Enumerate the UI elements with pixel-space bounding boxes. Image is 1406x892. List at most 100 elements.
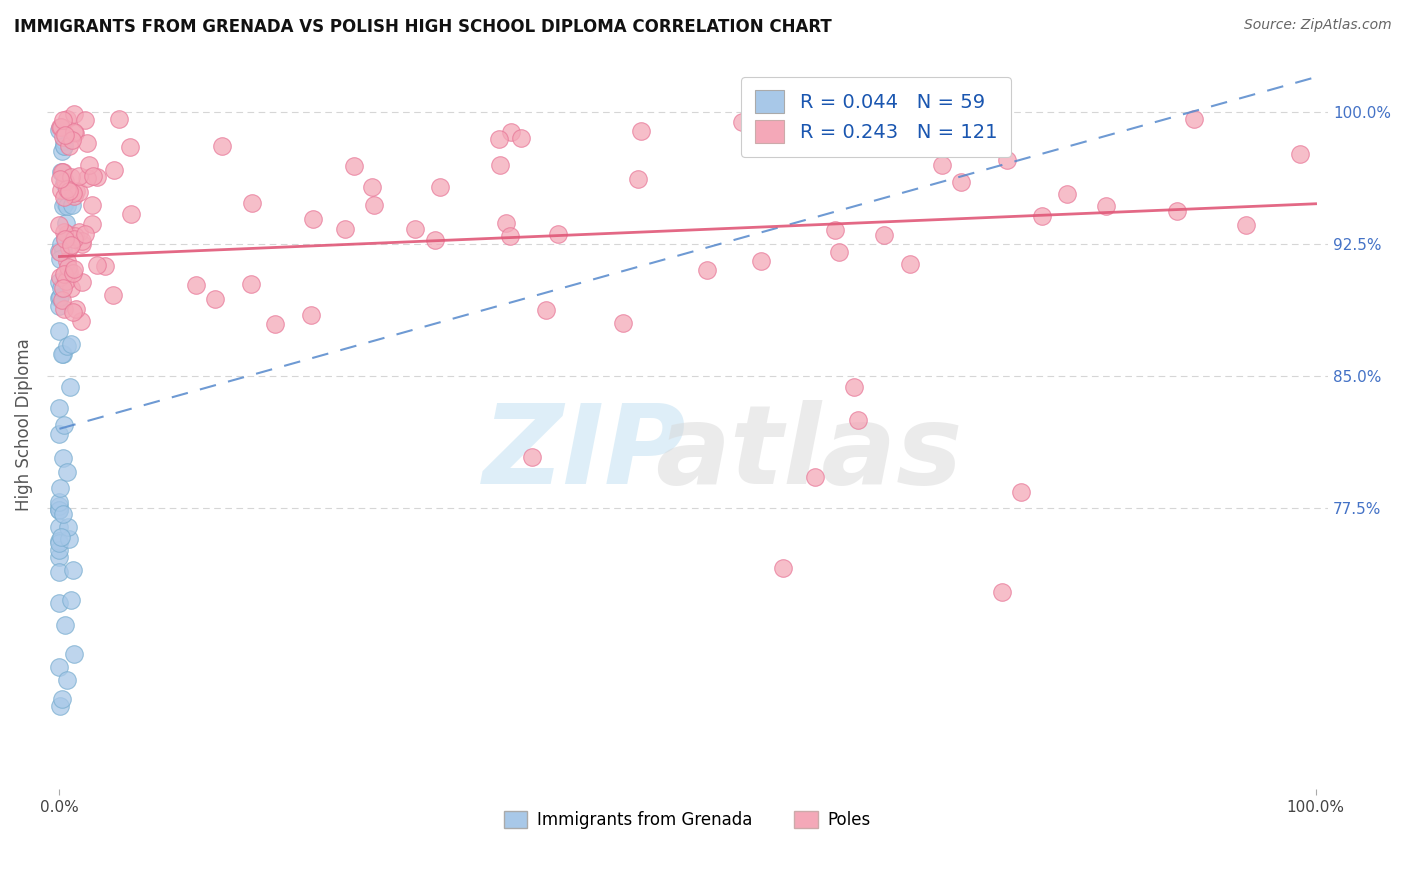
Point: [62, 188, 84, 202]
Point: [211, 138, 233, 153]
Point: [62, 267, 84, 281]
Point: [48, 499, 70, 513]
Point: [846, 413, 869, 427]
Text: atlas: atlas: [655, 401, 963, 507]
Point: [53, 190, 76, 204]
Point: [73, 227, 96, 242]
Point: [70, 314, 93, 328]
Point: [49, 244, 72, 259]
Point: [772, 560, 794, 574]
Point: [80, 197, 103, 211]
Point: [52, 165, 75, 179]
Point: [63, 107, 86, 121]
Point: [60, 133, 83, 147]
Point: [52, 451, 75, 466]
Point: [52, 244, 75, 259]
Point: [51, 691, 73, 706]
Point: [56, 339, 79, 353]
Point: [48, 275, 70, 289]
Point: [58, 380, 80, 394]
Point: [53, 139, 76, 153]
Point: [342, 160, 364, 174]
Point: [51, 347, 73, 361]
Point: [48, 401, 70, 416]
Point: [239, 277, 262, 292]
Text: IMMIGRANTS FROM GRENADA VS POLISH HIGH SCHOOL DIPLOMA CORRELATION CHART: IMMIGRANTS FROM GRENADA VS POLISH HIGH S…: [14, 18, 832, 36]
Point: [63, 126, 86, 140]
Point: [49, 481, 72, 495]
Text: Source: ZipAtlas.com: Source: ZipAtlas.com: [1244, 18, 1392, 32]
Point: [48, 565, 70, 579]
Point: [423, 234, 446, 248]
Point: [51, 293, 73, 308]
Point: [59, 170, 82, 185]
Point: [429, 180, 451, 194]
Point: [60, 280, 83, 294]
Point: [62, 124, 84, 138]
Point: [48, 502, 70, 516]
Point: [299, 308, 322, 322]
Point: [520, 450, 543, 464]
Point: [59, 593, 82, 607]
Point: [48, 299, 70, 313]
Point: [48, 244, 70, 259]
Point: [51, 507, 73, 521]
Point: [48, 660, 70, 674]
Point: [53, 138, 76, 153]
Point: [844, 380, 866, 394]
Point: [898, 257, 921, 271]
Point: [94, 259, 117, 273]
Point: [55, 216, 77, 230]
Point: [58, 184, 80, 198]
Text: ZIP: ZIP: [484, 401, 686, 507]
Point: [72, 236, 94, 251]
Point: [488, 132, 510, 146]
Point: [240, 196, 263, 211]
Point: [56, 268, 79, 282]
Point: [86, 170, 108, 185]
Point: [56, 227, 79, 241]
Point: [48, 550, 70, 565]
Point: [108, 112, 131, 126]
Point: [52, 267, 75, 281]
Point: [49, 281, 72, 295]
Point: [55, 199, 77, 213]
Point: [48, 269, 70, 284]
Point: [333, 222, 356, 236]
Point: [59, 238, 82, 252]
Point: [58, 265, 80, 279]
Point: [48, 542, 70, 557]
Point: [731, 115, 754, 129]
Point: [547, 227, 569, 242]
Point: [51, 236, 73, 251]
Point: [48, 495, 70, 509]
Point: [495, 216, 517, 230]
Point: [77, 158, 100, 172]
Legend: Immigrants from Grenada, Poles: Immigrants from Grenada, Poles: [498, 804, 877, 836]
Point: [53, 174, 76, 188]
Point: [63, 229, 86, 244]
Point: [627, 172, 650, 186]
Point: [824, 223, 846, 237]
Point: [49, 699, 72, 714]
Point: [997, 153, 1019, 167]
Point: [82, 169, 104, 184]
Point: [612, 316, 634, 330]
Point: [51, 165, 73, 179]
Point: [499, 125, 522, 139]
Point: [63, 232, 86, 246]
Point: [56, 520, 79, 534]
Point: [55, 673, 77, 687]
Point: [53, 176, 76, 190]
Point: [1236, 218, 1258, 232]
Point: [56, 112, 79, 126]
Point: [52, 130, 75, 145]
Point: [51, 144, 73, 158]
Point: [53, 301, 76, 316]
Point: [120, 207, 142, 221]
Point: [53, 196, 76, 211]
Point: [950, 175, 973, 189]
Point: [52, 280, 75, 294]
Point: [204, 293, 226, 307]
Point: [534, 303, 557, 318]
